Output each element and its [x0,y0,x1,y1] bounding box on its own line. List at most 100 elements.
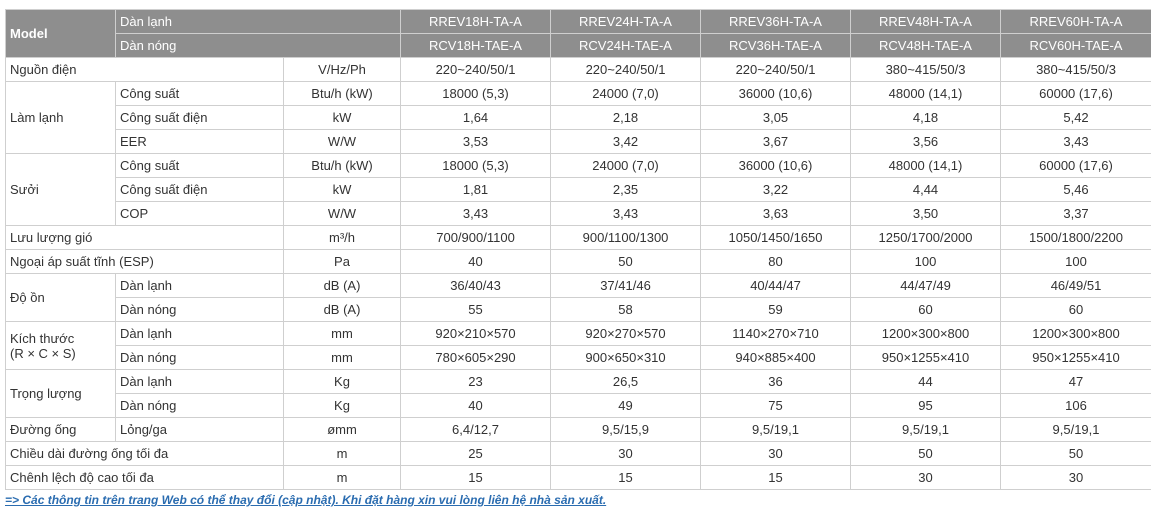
indoor-model: RREV60H-TA-A [1000,9,1151,34]
unit: Kg [282,393,402,418]
spec-value: 36000 (10,6) [700,153,852,178]
spec-value: 3,63 [700,201,852,226]
sub-label: Công suất [115,153,284,178]
unit: Pa [282,249,402,274]
spec-value: 1500/1800/2200 [1000,225,1151,250]
spec-value: 48000 (14,1) [850,153,1002,178]
spec-value: 780×605×290 [400,345,552,370]
group-label: Đường ống [5,417,116,442]
sub-label: Dàn lạnh [115,369,284,394]
outdoor-model: RCV48H-TAE-A [850,33,1002,58]
footnote[interactable]: => Các thông tin trên trang Web có thể t… [5,493,607,507]
spec-value: 36 [700,369,852,394]
unit: Kg [282,369,402,394]
spec-value: 2,18 [550,105,702,130]
group-label: Ngoại áp suất tĩnh (ESP) [5,249,284,274]
spec-row: COP W/W 3,43 3,43 3,63 3,50 3,37 [6,201,1151,226]
spec-value: 4,18 [850,105,1002,130]
unit: kW [282,105,402,130]
spec-value: 9,5/19,1 [1000,417,1151,442]
spec-row: Lưu lượng gió m³/h 700/900/1100 900/1100/13… [5,225,1151,250]
spec-value: 30 [550,441,702,466]
label-line: (R × C × S) [10,345,76,361]
group-label: Sưởi [5,153,116,226]
spec-value: 40/44/47 [700,273,852,298]
group-label: Làm lạnh [5,81,116,154]
spec-row: Công suất điện kW 1,81 2,35 3,22 4,44 5,46 [6,177,1151,202]
spec-value: 100 [850,249,1002,274]
spec-row: Dàn nóng Kg 40 49 75 95 106 [6,393,1151,418]
indoor-model: RREV48H-TA-A [850,9,1002,34]
spec-value: 380~415/50/3 [1000,57,1151,82]
spec-value: 700/900/1100 [400,225,552,250]
spec-value: 26,5 [550,369,702,394]
unit: V/Hz/Ph [282,57,402,82]
spec-value: 5,46 [1000,177,1151,202]
spec-value: 3,43 [550,201,702,226]
spec-value: 1200×300×800 [850,321,1002,346]
unit: ømm [282,417,402,442]
spec-value: 2,35 [550,177,702,202]
spec-value: 60000 (17,6) [1000,153,1151,178]
indoor-model: RREV24H-TA-A [550,9,702,34]
unit: kW [282,177,402,202]
spec-value: 80 [700,249,852,274]
unit: m [282,441,402,466]
sub-label: Công suất [115,81,284,106]
spec-row: Nguồn điện V/Hz/Ph 220~240/50/1 220~240/50/… [5,57,1151,82]
group-label: Chênh lệch độ cao tối đa [5,465,284,490]
spec-value: 30 [700,441,852,466]
spec-value: 25 [400,441,552,466]
spec-row: Chênh lệch độ cao tối đa m 15 15 15 30 30 [5,465,1151,490]
spec-value: 37/41/46 [550,273,702,298]
spec-value: 5,42 [1000,105,1151,130]
spec-value: 9,5/19,1 [700,417,852,442]
sub-label: Dàn nóng [115,297,284,322]
spec-value: 220~240/50/1 [400,57,552,82]
spec-row: Dàn nóng mm 780×605×290 900×650×310 940×885×… [6,345,1151,370]
spec-value: 36/40/43 [400,273,552,298]
label-line: Kích thước [10,330,75,346]
spec-value: 60 [850,297,1002,322]
unit: mm [282,345,402,370]
spec-value: 100 [1000,249,1151,274]
unit: m³/h [282,225,402,250]
spec-value: 380~415/50/3 [850,57,1002,82]
spec-value: 900×650×310 [550,345,702,370]
spec-value: 60 [1000,297,1151,322]
spec-value: 30 [850,465,1002,490]
spec-value: 44/47/49 [850,273,1002,298]
spec-value: 1140×270×710 [700,321,852,346]
unit: dB (A) [282,273,402,298]
spec-table-wrap: Model Dàn lạnh RREV18H-TA-A RREV24H-TA-A RRE… [5,9,1151,490]
spec-value: 3,43 [400,201,552,226]
unit: W/W [282,201,402,226]
outdoor-label: Dàn nóng [114,33,402,58]
spec-row: Dàn nóng dB (A) 55 58 59 60 60 [6,297,1151,322]
unit: dB (A) [282,297,402,322]
indoor-model: RREV18H-TA-A [400,9,552,34]
spec-value: 30 [1000,465,1151,490]
indoor-label: Dàn lạnh [114,9,402,34]
spec-value: 1,64 [400,105,552,130]
unit: W/W [282,129,402,154]
spec-value: 3,67 [700,129,852,154]
spec-value: 3,43 [1000,129,1151,154]
spec-value: 50 [550,249,702,274]
group-label: Lưu lượng gió [5,225,284,250]
model-label: Model [5,9,116,58]
spec-row: Đường ống Lỏng/ga ømm 6,4/12,7 9,5/15,9 9,5/1… [5,417,1151,442]
sub-label: Dàn nóng [115,345,284,370]
spec-row: Ngoại áp suất tĩnh (ESP) Pa 40 50 80 100 100 [5,249,1151,274]
spec-value: 3,37 [1000,201,1151,226]
sub-label: Dàn nóng [115,393,284,418]
spec-value: 900/1100/1300 [550,225,702,250]
spec-value: 220~240/50/1 [700,57,852,82]
spec-value: 75 [700,393,852,418]
spec-value: 6,4/12,7 [400,417,552,442]
spec-value: 24000 (7,0) [550,153,702,178]
spec-value: 48000 (14,1) [850,81,1002,106]
spec-value: 50 [850,441,1002,466]
spec-value: 58 [550,297,702,322]
